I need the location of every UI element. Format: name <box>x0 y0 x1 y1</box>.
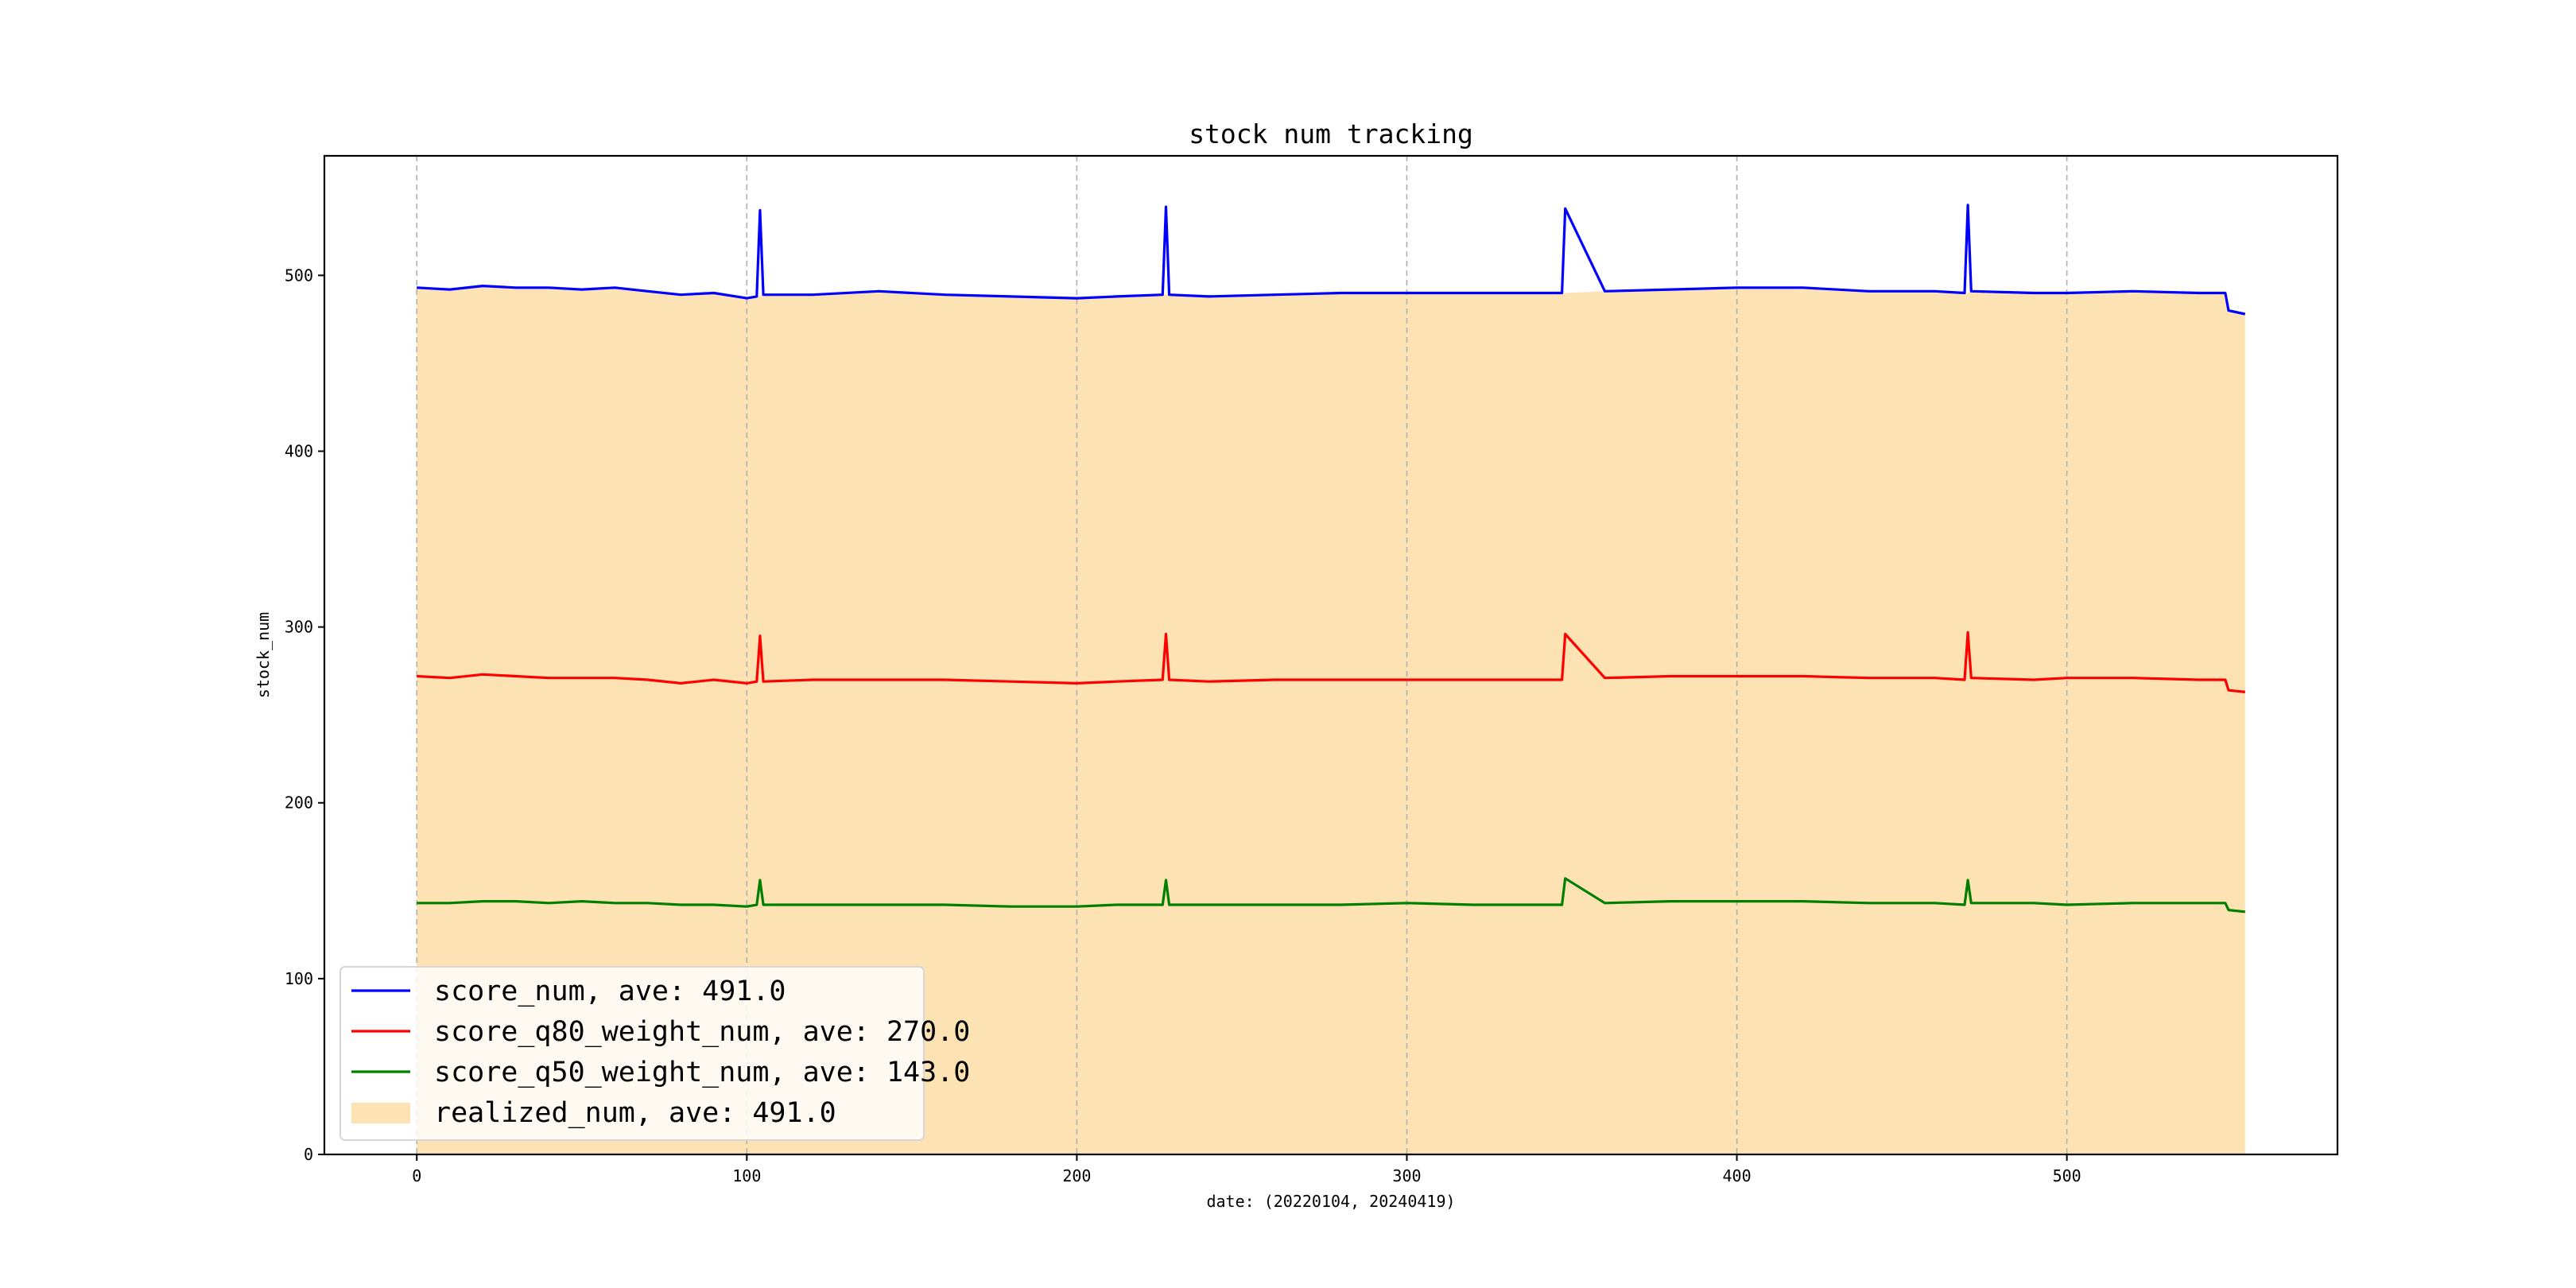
x-tick-label: 0 <box>412 1166 421 1185</box>
plot-frame <box>323 154 2339 1156</box>
y-tick-label: 300 <box>285 618 313 637</box>
legend-box <box>339 966 925 1141</box>
legend: score_num, ave: 491.0 score_q80_weight_nu… <box>339 966 970 1141</box>
y-tick-label: 400 <box>285 441 313 460</box>
x-tick-label: 500 <box>2053 1166 2081 1185</box>
tick-layer: 0 100 200 300 400 500 0 100 200 300 400 500 <box>285 266 2081 1185</box>
chart-title: stock num tracking <box>1189 118 1473 149</box>
y-tick-label: 0 <box>304 1145 313 1164</box>
series-area-realized_num <box>417 285 2245 1155</box>
y-axis-label: stock_num <box>254 612 273 698</box>
legend-swatch-realized_num <box>351 1103 410 1123</box>
x-tick-label: 400 <box>1722 1166 1751 1185</box>
y-tick-label: 100 <box>285 969 313 988</box>
legend-label-score_q50_weight_num: score_q50_weight_num, ave: 143.0 <box>434 1057 970 1088</box>
legend-label-score_num: score_num, ave: 491.0 <box>434 976 786 1007</box>
series-line-score_q80_weight_num <box>417 630 2245 693</box>
series-line-score_q50_weight_num <box>417 877 2245 914</box>
y-tick-label: 200 <box>285 793 313 813</box>
line-layer <box>417 204 2246 914</box>
x-tick-label: 300 <box>1392 1166 1421 1185</box>
x-tick-label: 100 <box>732 1166 761 1185</box>
x-tick-label: 200 <box>1062 1166 1091 1185</box>
legend-label-score_q80_weight_num: score_q80_weight_num, ave: 270.0 <box>434 1016 970 1048</box>
x-axis-label: date: (20220104, 20240419) <box>1206 1192 1455 1211</box>
area-layer <box>417 285 2245 1155</box>
series-line-score_num <box>417 204 2246 316</box>
legend-label-realized_num: realized_num, ave: 491.0 <box>434 1097 836 1129</box>
y-tick-label: 500 <box>285 266 313 285</box>
